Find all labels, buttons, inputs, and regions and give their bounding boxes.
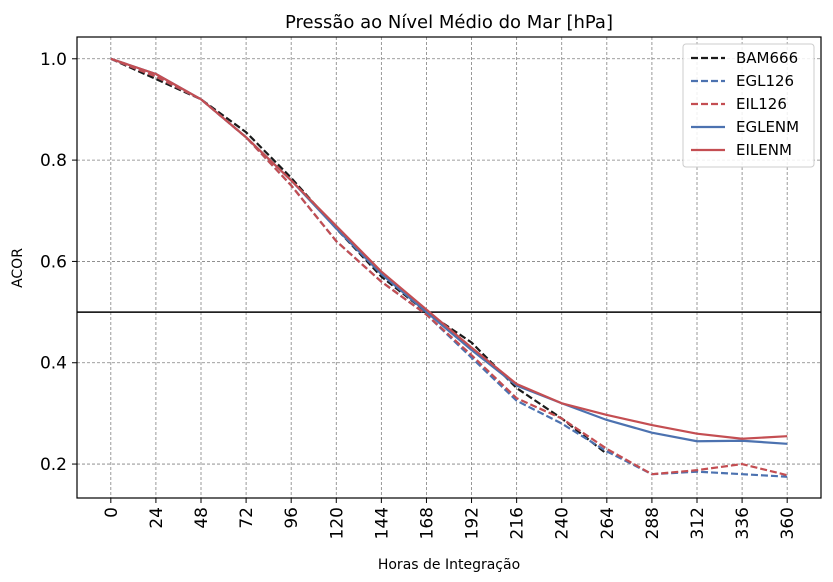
x-tick-label: 24 bbox=[147, 507, 167, 529]
y-tick-label: 0.4 bbox=[40, 354, 67, 374]
x-tick-label: 288 bbox=[643, 507, 663, 539]
x-tick-label: 360 bbox=[778, 507, 798, 539]
y-tick-label: 0.2 bbox=[40, 455, 67, 475]
legend-label-bam666: BAM666 bbox=[736, 49, 798, 67]
x-tick-label: 96 bbox=[282, 507, 302, 529]
legend-label-eil126: EIL126 bbox=[736, 95, 787, 113]
x-tick-label: 144 bbox=[372, 507, 392, 539]
series-lines bbox=[110, 57, 788, 478]
plot-area-frame bbox=[76, 36, 822, 499]
x-tick-label: 168 bbox=[417, 507, 437, 539]
legend: BAM666 EGL126 EIL126 EGLENM EILENM bbox=[682, 43, 815, 168]
x-tick-label: 336 bbox=[733, 507, 753, 539]
series-line-bam666 bbox=[110, 57, 608, 455]
legend-box bbox=[682, 43, 815, 168]
y-tick-label: 0.6 bbox=[40, 252, 67, 272]
y-tick-label: 0.8 bbox=[40, 151, 67, 171]
x-tick-label: 192 bbox=[463, 507, 483, 539]
chart-title: Pressão ao Nível Médio do Mar [hPa] bbox=[285, 12, 613, 33]
x-tick-label: 240 bbox=[553, 507, 573, 539]
x-tick-label: 0 bbox=[102, 507, 122, 518]
legend-label-egl126: EGL126 bbox=[736, 72, 794, 90]
x-tick-label: 72 bbox=[237, 507, 257, 529]
legend-label-eglenm: EGLENM bbox=[736, 118, 799, 136]
x-axis-label: Horas de Integração bbox=[378, 557, 520, 573]
y-axis-ticks: 0.2 0.4 0.6 0.8 1.0 bbox=[40, 50, 77, 475]
x-tick-label: 216 bbox=[508, 507, 528, 539]
y-axis-label: ACOR bbox=[10, 248, 26, 288]
x-tick-label: 48 bbox=[192, 507, 212, 529]
legend-label-eilenm: EILENM bbox=[736, 141, 792, 159]
y-tick-label: 1.0 bbox=[40, 50, 67, 70]
x-tick-label: 312 bbox=[688, 507, 708, 539]
x-tick-label: 264 bbox=[598, 507, 618, 539]
x-tick-label: 120 bbox=[327, 507, 347, 539]
series-line-eilenm bbox=[110, 57, 788, 440]
series-line-eil126 bbox=[110, 57, 788, 477]
x-axis-ticks: 0 24 48 72 96 120 144 168 192 216 240 264 288 312 336 3… bbox=[102, 498, 798, 539]
